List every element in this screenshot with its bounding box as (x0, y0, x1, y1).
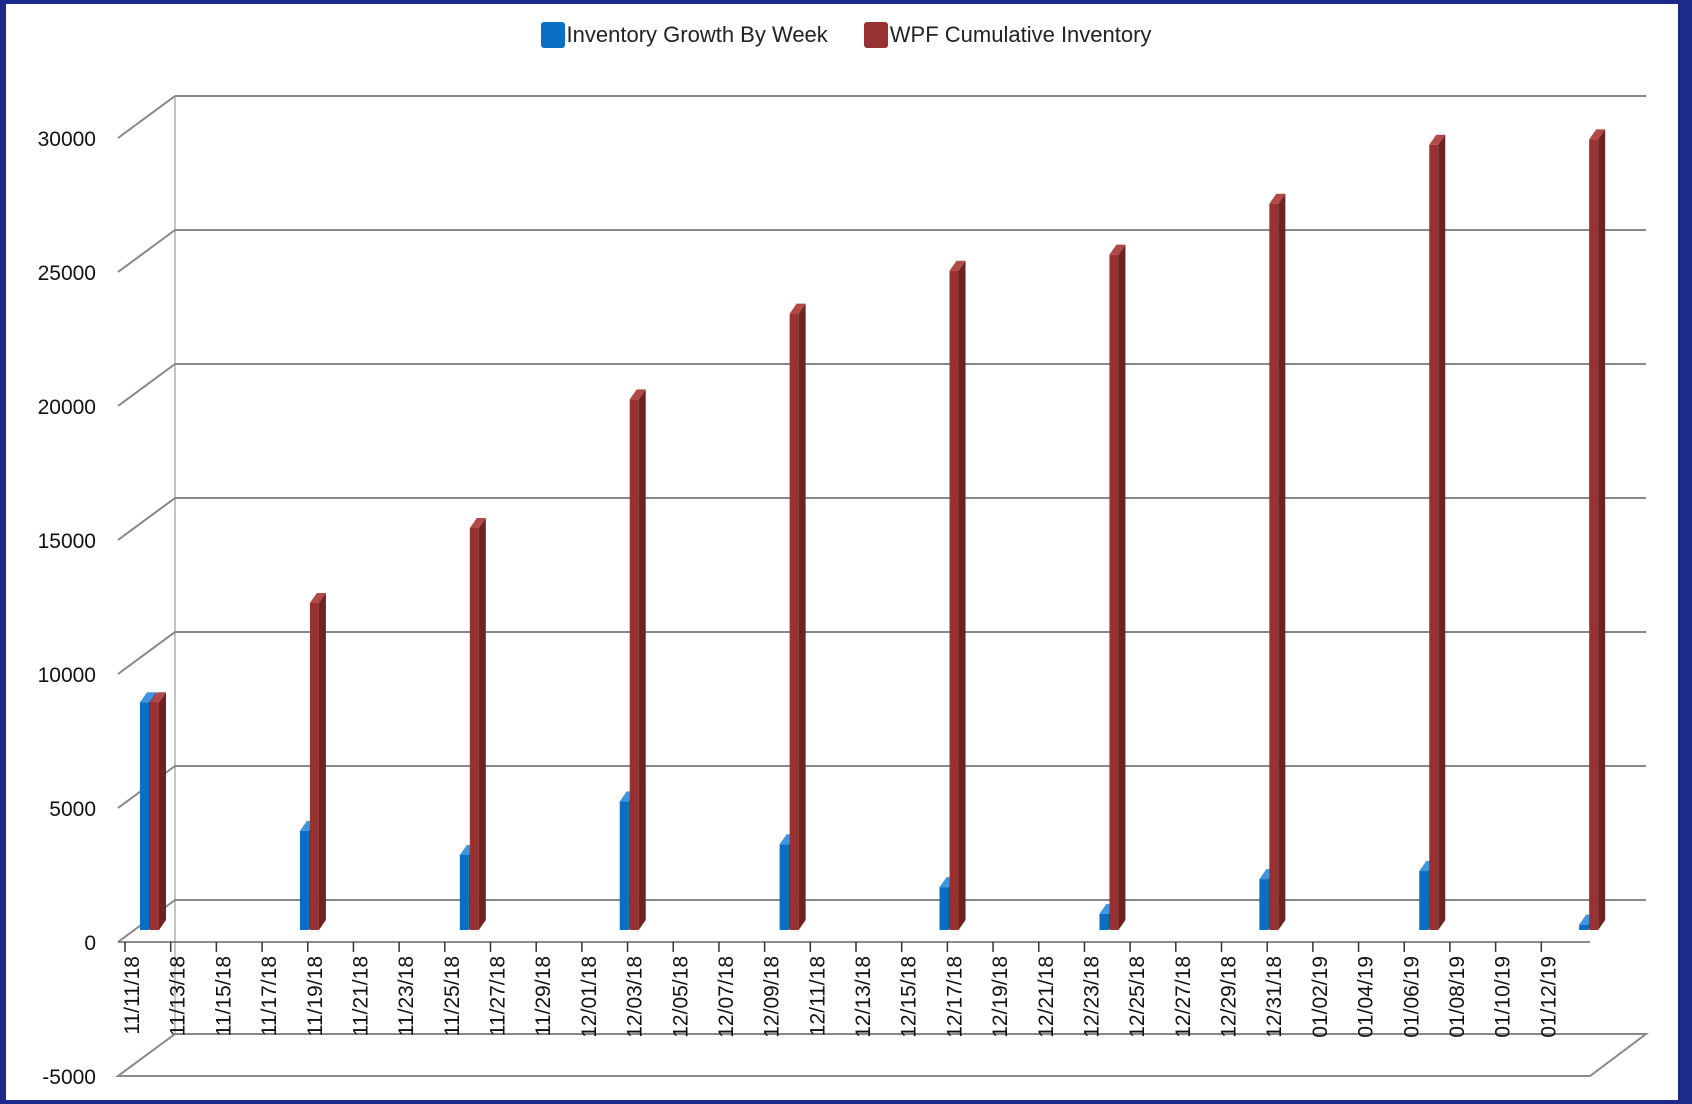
y-tick-label: 30000 (38, 128, 96, 151)
bar-top (789, 303, 806, 314)
x-tick-label: 01/12/19 (1537, 956, 1560, 1038)
y-tick-label: 0 (84, 932, 96, 955)
bar-top (309, 593, 326, 604)
x-tick-label: 01/02/19 (1309, 956, 1332, 1038)
growth-bar (1579, 924, 1589, 930)
growth-bar (1419, 871, 1429, 930)
cumulative-bar (629, 399, 639, 930)
cumulative-bar (150, 702, 159, 930)
growth-bar (939, 887, 949, 930)
x-tick-label: 01/04/19 (1355, 956, 1378, 1038)
floor-outline (114, 1033, 1649, 1077)
bar-top (150, 692, 166, 703)
x-tick-label: 11/21/18 (349, 956, 372, 1036)
x-tick-label: 12/01/18 (578, 956, 601, 1038)
x-tick-label: 11/15/18 (212, 956, 235, 1036)
x-tick-label: 12/11/18 (806, 956, 829, 1036)
legend-label-growth: Inventory Growth By Week (566, 22, 828, 47)
x-tick-label: 12/09/18 (761, 956, 784, 1038)
legend-label-cumulative: WPF Cumulative Inventory (889, 22, 1152, 47)
x-tick-label: 11/29/18 (532, 956, 555, 1036)
x-tick-label: 11/19/18 (304, 956, 327, 1036)
x-tick-label: 11/23/18 (395, 956, 418, 1036)
bar-side (638, 389, 646, 930)
gridline-depth (117, 95, 176, 139)
y-tick-label: 25000 (38, 262, 96, 285)
legend-item-growth: Inventory Growth By Week (540, 22, 828, 48)
cumulative-bar (1589, 139, 1599, 930)
x-tick-label: 12/15/18 (898, 956, 921, 1038)
growth-bar (1259, 879, 1269, 930)
bar-side (1118, 244, 1126, 930)
legend-swatch-red (863, 22, 888, 48)
growth-bar (1099, 913, 1109, 930)
growth-bar (619, 801, 629, 930)
x-tick-label: 11/13/18 (167, 956, 190, 1036)
x-tick-label: 12/07/18 (715, 956, 738, 1038)
bar-top (629, 389, 646, 400)
bar-top (1589, 129, 1606, 140)
growth-bar (779, 844, 789, 930)
growth-bar (140, 702, 149, 930)
gridline-depth (117, 363, 176, 407)
bar-top (949, 260, 966, 271)
y-tick-label: 5000 (49, 798, 96, 821)
bar-top (140, 692, 156, 703)
cumulative-bar (309, 603, 319, 930)
bar-top (1429, 134, 1446, 145)
y-tick-label: 10000 (38, 664, 96, 687)
legend-item-cumulative: WPF Cumulative Inventory (863, 22, 1152, 48)
x-tick-label: 12/03/18 (624, 956, 647, 1038)
bar-side (798, 303, 806, 931)
x-tick-label: 12/29/18 (1218, 956, 1241, 1038)
gridline-depth (117, 631, 176, 675)
x-tick-label: 11/27/18 (487, 956, 510, 1036)
bar-top (469, 518, 486, 528)
x-tick-label: 12/27/18 (1172, 956, 1195, 1038)
x-tick-label: 11/17/18 (258, 956, 281, 1036)
bar-top (1109, 244, 1126, 255)
cumulative-bar (1269, 203, 1279, 931)
x-tick-label: 12/25/18 (1126, 956, 1149, 1038)
gridline-depth (117, 497, 176, 541)
x-tick-label: 12/17/18 (943, 956, 966, 1038)
bar-side (958, 260, 966, 931)
cumulative-bar (469, 528, 479, 930)
x-tick-label: 11/25/18 (441, 956, 464, 1036)
x-tick-label: 01/10/19 (1492, 956, 1515, 1038)
growth-bar (459, 854, 469, 930)
y-tick-label: -5000 (42, 1066, 96, 1089)
bar-top (1269, 193, 1286, 204)
legend-swatch-blue (540, 22, 565, 48)
bar-side (478, 518, 486, 930)
x-tick-label: 11/11/18 (121, 956, 144, 1035)
x-tick-label: 12/31/18 (1263, 956, 1286, 1038)
x-tick-label: 01/06/19 (1400, 956, 1423, 1038)
cumulative-bar (1109, 254, 1119, 930)
y-tick-label: 20000 (38, 396, 96, 419)
cumulative-bar (789, 313, 799, 931)
gridline-depth (117, 229, 176, 273)
bar-side (1438, 134, 1446, 930)
y-tick-label: 15000 (38, 530, 96, 553)
bar-side (1278, 193, 1286, 931)
x-tick-label: 12/13/18 (852, 956, 875, 1038)
growth-bar (299, 830, 309, 930)
x-tick-label: 12/23/18 (1080, 956, 1103, 1038)
bar-side (1598, 129, 1606, 930)
x-tick-label: 12/21/18 (1035, 956, 1058, 1038)
x-tick-label: 12/19/18 (989, 956, 1012, 1038)
bar-side (318, 593, 326, 930)
cumulative-bar (949, 270, 959, 931)
bar-side (159, 692, 166, 930)
x-tick-label: 01/08/19 (1446, 956, 1469, 1038)
legend: Inventory Growth By Week WPF Cumulative … (0, 22, 1692, 48)
cumulative-bar (1429, 144, 1439, 930)
x-tick-label: 12/05/18 (669, 956, 692, 1038)
